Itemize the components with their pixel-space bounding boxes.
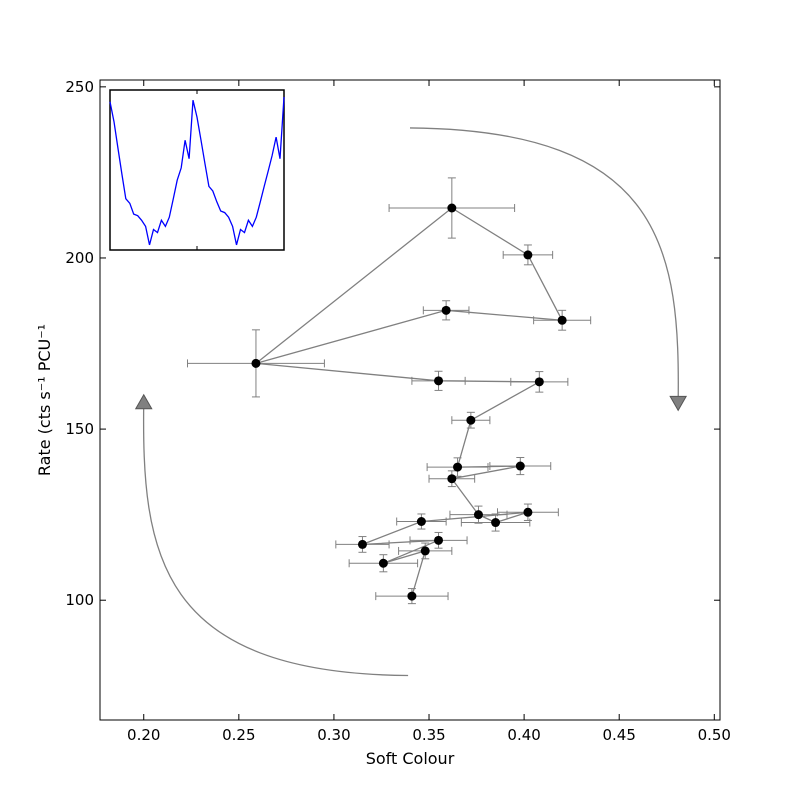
axis-ticks: 0.20 0.25 0.30 0.35 0.40 0.45 0.50 100 150 200 250 <box>65 78 731 744</box>
data-point <box>434 535 444 545</box>
data-point <box>447 474 457 484</box>
cycle-arrow <box>409 127 679 404</box>
data-point <box>466 415 476 425</box>
y-tick-label: 100 <box>65 591 94 609</box>
inset-series-line <box>109 97 285 246</box>
x-tick-label: 0.20 <box>127 726 160 744</box>
x-axis-label: Soft Colour <box>366 749 455 768</box>
cycle-arrows <box>134 127 688 677</box>
data-point <box>515 461 525 471</box>
data-point <box>453 462 463 472</box>
inset-frame <box>109 89 285 251</box>
data-point <box>251 358 261 368</box>
plot-frame <box>99 79 721 721</box>
x-tick-label: 0.45 <box>602 726 635 744</box>
data-point <box>557 315 567 325</box>
data-markers <box>251 203 567 601</box>
data-point <box>434 376 444 386</box>
data-point <box>473 510 483 520</box>
data-point <box>534 377 544 387</box>
x-tick-label: 0.30 <box>317 726 350 744</box>
y-tick-label: 200 <box>65 249 94 267</box>
x-tick-label: 0.50 <box>698 726 731 744</box>
data-point <box>416 516 426 526</box>
y-axis-label: Rate (cts s⁻¹ PCU⁻¹ <box>35 324 54 476</box>
data-point <box>523 507 533 517</box>
cycle-arrow <box>142 401 409 677</box>
data-point <box>491 518 501 528</box>
data-point <box>441 305 451 315</box>
inset-light-curve <box>109 89 285 251</box>
data-point <box>378 558 388 568</box>
x-tick-label: 0.40 <box>507 726 540 744</box>
arrow-head <box>134 393 153 410</box>
x-tick-label: 0.25 <box>222 726 255 744</box>
y-tick-label: 250 <box>65 78 94 96</box>
data-point <box>357 539 367 549</box>
data-point <box>420 546 430 556</box>
data-point <box>447 203 457 213</box>
data-point <box>407 591 417 601</box>
x-tick-label: 0.35 <box>412 726 445 744</box>
arrow-head <box>669 395 688 412</box>
data-point <box>523 250 533 260</box>
y-tick-label: 150 <box>65 420 94 438</box>
